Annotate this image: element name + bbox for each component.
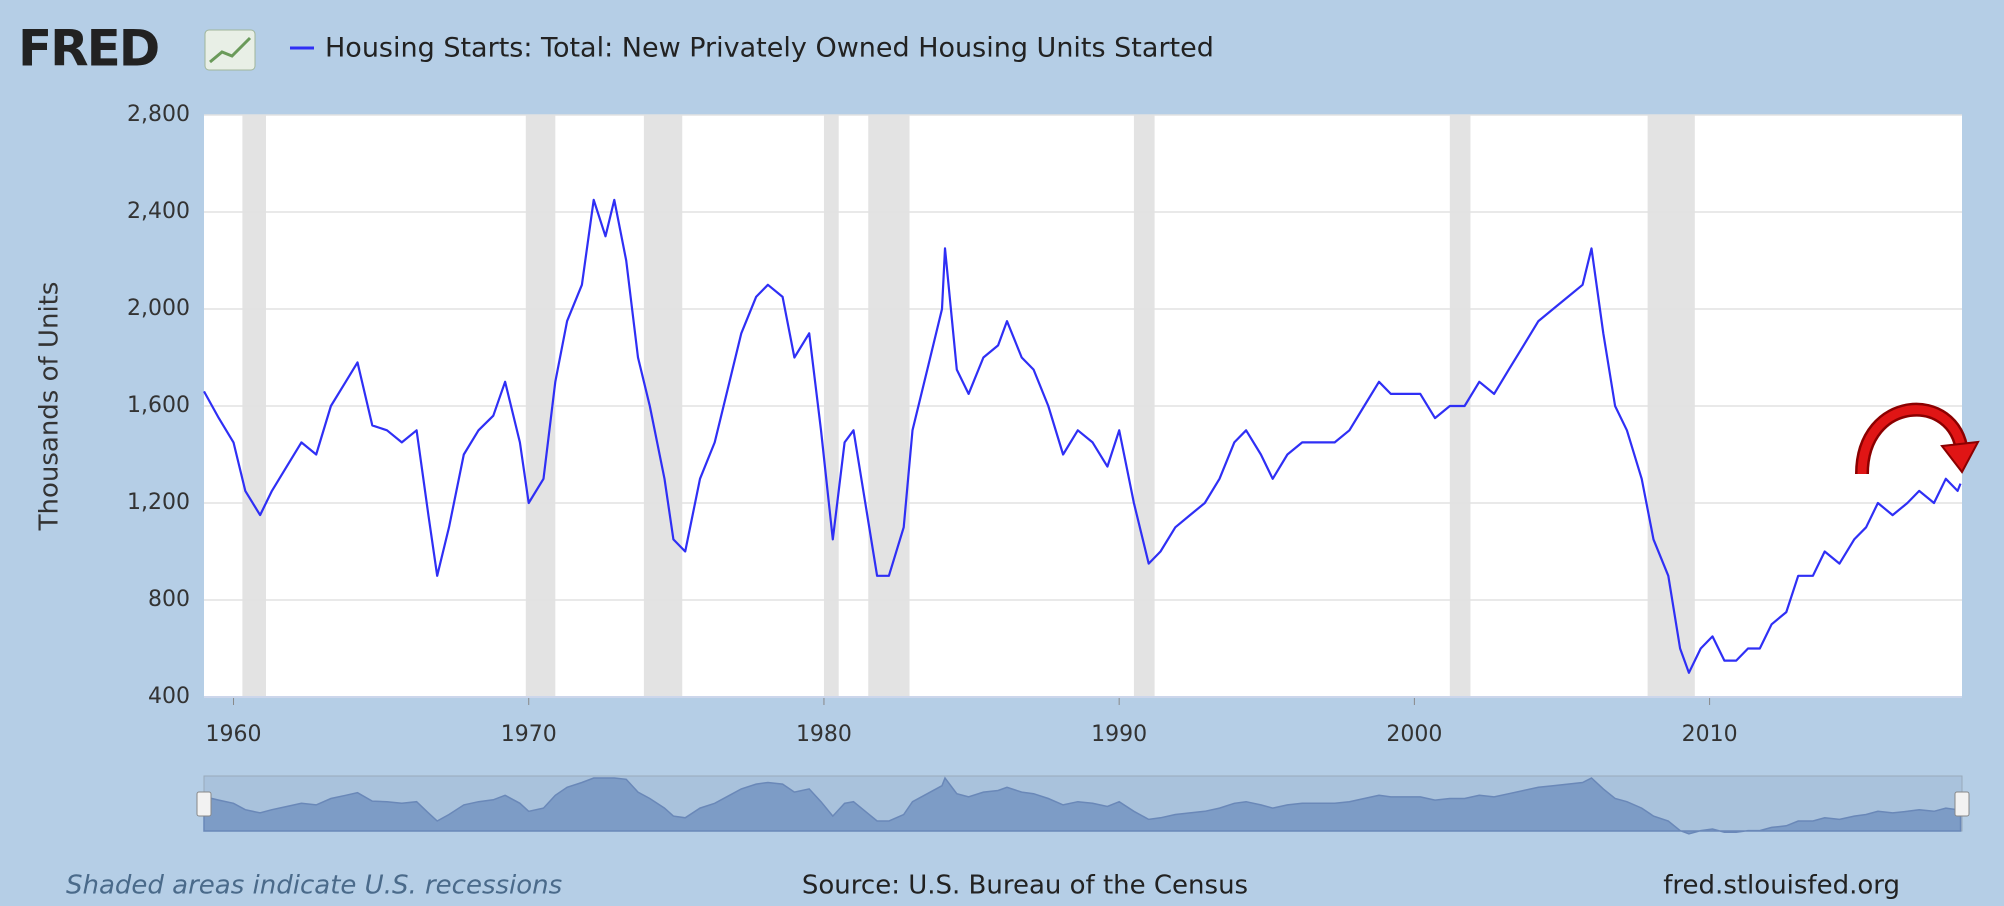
y-tick-label: 1,200 — [127, 490, 190, 515]
logo: FRED — [18, 20, 158, 78]
series-line — [203, 198, 1962, 674]
series — [203, 198, 1962, 674]
x-tick-label: 2000 — [1386, 722, 1442, 747]
navigator-area — [203, 776, 1962, 835]
x-tick-label: 1960 — [206, 722, 262, 747]
y-tick-label: 2,400 — [127, 199, 190, 224]
y-axis-label: Thousands of Units — [35, 282, 65, 532]
navigator — [196, 775, 1970, 835]
arrow-annotation-fill — [1857, 405, 1967, 475]
y-tick-label: 800 — [148, 587, 190, 612]
y-tick-label: 1,600 — [127, 393, 190, 418]
x-tick-label: 1980 — [796, 722, 852, 747]
recession-note: Shaded areas indicate U.S. recessions — [66, 871, 562, 901]
chart-title: Housing Starts: Total: New Privately Own… — [325, 33, 1214, 64]
arrow-head — [1940, 440, 1980, 474]
y-tick-label: 400 — [148, 684, 190, 709]
source: Source: U.S. Bureau of the Census — [802, 871, 1248, 901]
y-tick-label: 2,000 — [127, 296, 190, 321]
navigator-handle — [196, 791, 212, 817]
x-tick-label: 2010 — [1682, 722, 1738, 747]
navigator-handle — [1954, 791, 1970, 817]
y-tick-label: 2,800 — [127, 102, 190, 127]
x-tick-label: 1970 — [501, 722, 557, 747]
site: fred.stlouisfed.org — [1663, 871, 1900, 901]
x-tick-label: 1990 — [1091, 722, 1147, 747]
logo-icon — [204, 29, 256, 71]
